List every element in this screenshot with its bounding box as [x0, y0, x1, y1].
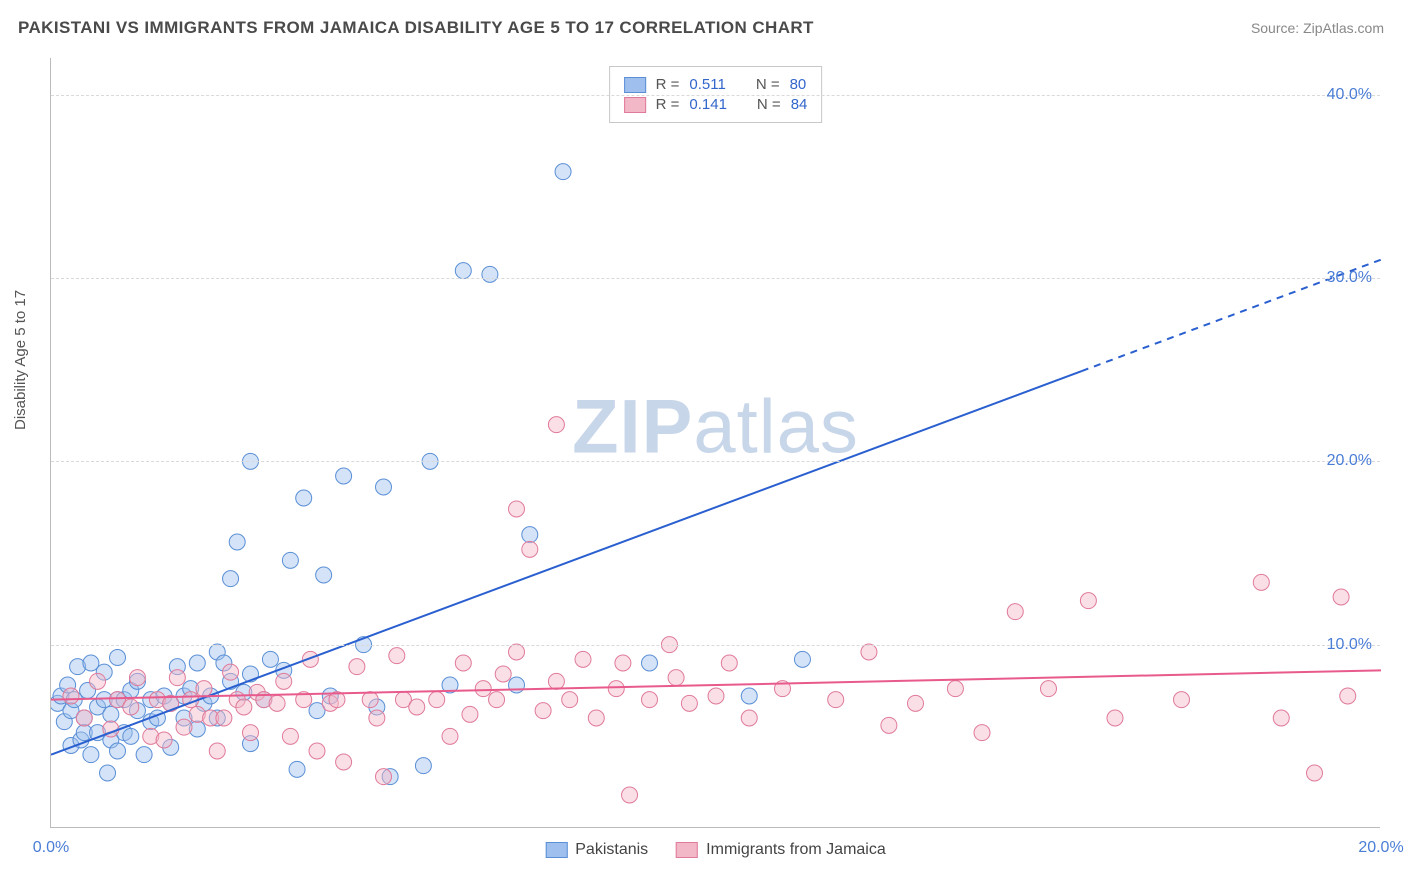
swatch-jamaica [624, 97, 646, 113]
y-tick-label: 10.0% [1327, 636, 1372, 654]
x-tick-label: 20.0% [1358, 839, 1403, 857]
y-tick-label: 30.0% [1327, 269, 1372, 287]
plot-area: ZIPatlas R = 0.511 N = 80 R = 0.141 N = … [50, 58, 1380, 828]
legend-item-jamaica: Immigrants from Jamaica [676, 841, 886, 859]
chart-title: PAKISTANI VS IMMIGRANTS FROM JAMAICA DIS… [18, 18, 814, 38]
y-tick-label: 40.0% [1327, 86, 1372, 104]
y-axis-label: Disability Age 5 to 17 [12, 290, 29, 430]
legend-series: Pakistanis Immigrants from Jamaica [545, 841, 886, 859]
source-attribution: Source: ZipAtlas.com [1251, 20, 1384, 36]
y-tick-label: 20.0% [1327, 452, 1372, 470]
legend-row-pakistanis: R = 0.511 N = 80 [624, 76, 808, 93]
chart-svg [51, 58, 1381, 828]
legend-item-pakistanis: Pakistanis [545, 841, 648, 859]
x-tick-label: 0.0% [33, 839, 69, 857]
legend-row-jamaica: R = 0.141 N = 84 [624, 96, 808, 113]
swatch-pakistanis [624, 77, 646, 93]
